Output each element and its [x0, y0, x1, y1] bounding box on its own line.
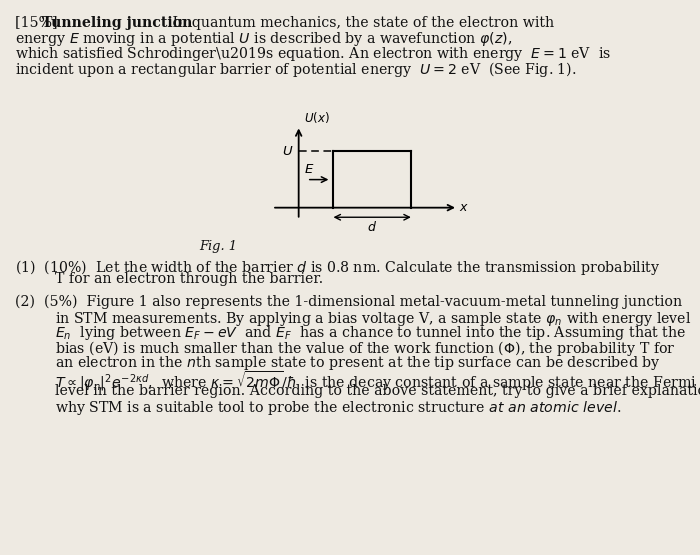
Text: T for an electron through the barrier.: T for an electron through the barrier.: [55, 273, 323, 286]
Text: In quantum mechanics, the state of the electron with: In quantum mechanics, the state of the e…: [168, 16, 554, 29]
Text: $x$: $x$: [458, 201, 468, 214]
Text: Tunneling junction: Tunneling junction: [42, 16, 193, 29]
Text: level in the barrier region. According to the above statement, try to give a bri: level in the barrier region. According t…: [55, 384, 700, 398]
Text: Fig. 1: Fig. 1: [199, 240, 237, 253]
Text: [15%]: [15%]: [15, 16, 62, 29]
Text: $U$: $U$: [282, 145, 294, 158]
Text: $d$: $d$: [368, 220, 377, 234]
Text: which satisfied Schrodinger\u2019s equation. An electron with energy  $E = 1$ eV: which satisfied Schrodinger\u2019s equat…: [15, 46, 612, 63]
Text: $U(x)$: $U(x)$: [304, 110, 329, 125]
Text: energy $E$ moving in a potential $U$ is described by a wavefunction $\varphi(z)$: energy $E$ moving in a potential $U$ is …: [15, 31, 513, 48]
Text: an electron in the $n$th sample state to present at the tip surface can be descr: an electron in the $n$th sample state to…: [55, 354, 661, 372]
Text: $E$: $E$: [304, 163, 314, 176]
Text: bias (eV) is much smaller than the value of the work function ($\Phi$), the prob: bias (eV) is much smaller than the value…: [55, 339, 676, 359]
Text: $T \propto |\varphi_n|^2 e^{-2\kappa d}$,  where $\kappa = \sqrt{2m\Phi}/\hbar$ : $T \propto |\varphi_n|^2 e^{-2\kappa d}$…: [55, 369, 697, 393]
Text: (1)  (10%)  Let the width of the barrier $d$ is 0.8 nm. Calculate the transmissi: (1) (10%) Let the width of the barrier $…: [15, 258, 661, 276]
Text: incident upon a rectangular barrier of potential energy  $U = 2$ eV  (See Fig. 1: incident upon a rectangular barrier of p…: [15, 60, 577, 79]
Text: (2)  (5%)  Figure 1 also represents the 1-dimensional metal-vacuum-metal tunneli: (2) (5%) Figure 1 also represents the 1-…: [15, 295, 682, 309]
Text: $E_n$  lying between $E_F - eV$  and $E_F$  has a chance to tunnel into the tip.: $E_n$ lying between $E_F - eV$ and $E_F$…: [55, 325, 687, 342]
Text: why STM is a suitable tool to probe the electronic structure $\mathit{at\ an\ at: why STM is a suitable tool to probe the …: [55, 399, 622, 417]
Text: in STM measurements. By applying a bias voltage V, a sample state $\varphi_n$ wi: in STM measurements. By applying a bias …: [55, 310, 692, 327]
